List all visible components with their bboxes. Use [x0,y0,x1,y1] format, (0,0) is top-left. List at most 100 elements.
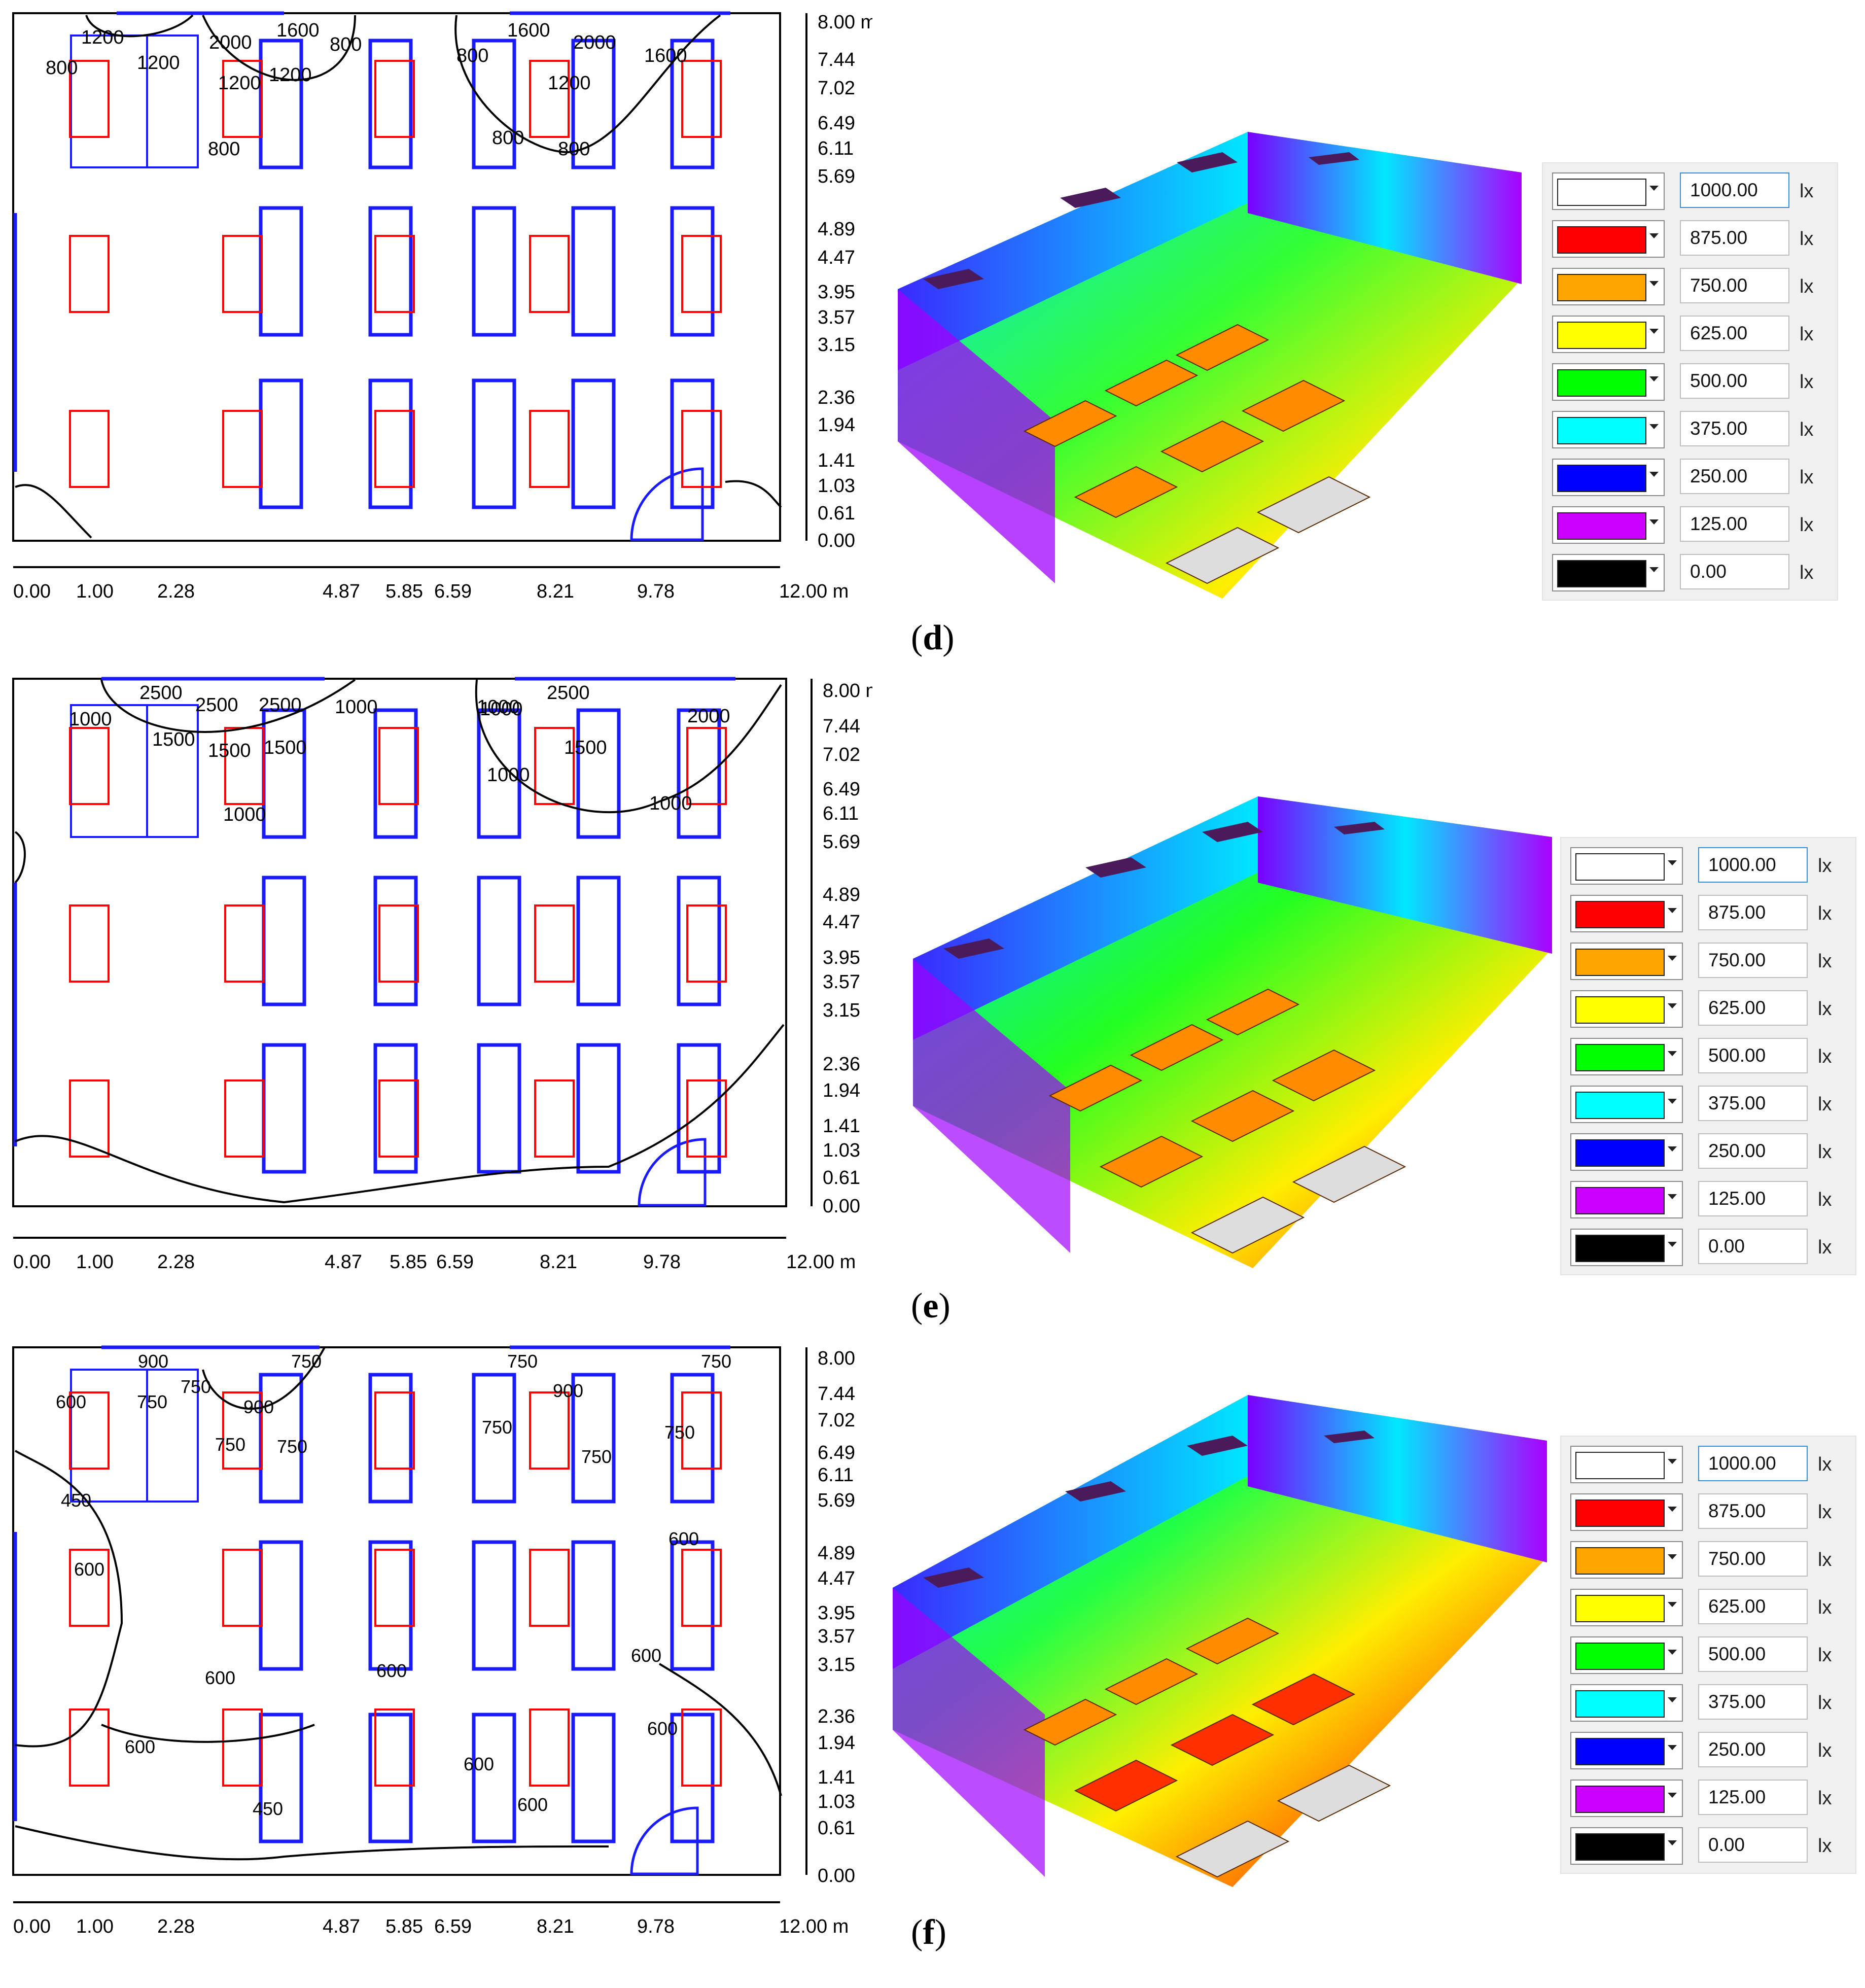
lux-value-input[interactable]: 875.00 [1680,220,1789,256]
unit-label: lx [1818,855,1832,877]
contour-label: 750 [664,1422,695,1443]
x-tick-label: 2.28 [157,1916,195,1937]
legend-row: 625.00 lx [1570,990,1844,1030]
x-tick-label: 9.78 [637,581,675,602]
color-picker[interactable] [1570,847,1683,885]
color-picker[interactable] [1552,411,1665,448]
lux-value-input[interactable]: 0.00 [1680,554,1789,589]
color-picker[interactable] [1570,1732,1683,1769]
color-picker[interactable] [1570,1589,1683,1626]
lux-value-input[interactable]: 875.00 [1698,895,1808,930]
color-picker[interactable] [1570,1636,1683,1674]
chevron-down-icon [1649,376,1659,381]
color-picker[interactable] [1570,1827,1683,1865]
lux-value-input[interactable]: 250.00 [1680,459,1789,494]
lux-value-input[interactable]: 875.00 [1698,1493,1808,1529]
lux-value-input[interactable]: 625.00 [1698,990,1808,1026]
legend-row: 875.00 lx [1570,895,1844,934]
color-picker[interactable] [1570,1038,1683,1075]
color-picker[interactable] [1570,1541,1683,1579]
color-picker[interactable] [1552,172,1665,210]
lux-value-input[interactable]: 750.00 [1698,943,1808,978]
x-tick-label: 2.28 [157,1251,195,1273]
lux-value-input[interactable]: 500.00 [1680,363,1789,399]
color-picker[interactable] [1570,1493,1683,1531]
panel-caption: (d) [911,618,955,657]
lux-value-input[interactable]: 1000.00 [1680,172,1789,208]
contour-label: 600 [668,1528,699,1549]
lux-legend: 1000.00 lx 875.00 lx 750.00 lx 625.00 lx 500… [1542,162,1838,601]
chevron-down-icon [1649,519,1659,525]
lux-value-input[interactable]: 625.00 [1698,1589,1808,1624]
color-picker[interactable] [1570,990,1683,1028]
lux-value-input[interactable]: 0.00 [1698,1827,1808,1863]
isolux-contours [15,14,782,539]
color-swatch [1575,901,1665,928]
color-picker[interactable] [1570,1684,1683,1722]
lux-value-input[interactable]: 125.00 [1698,1780,1808,1815]
color-picker[interactable] [1552,554,1665,591]
legend-row: 875.00 lx [1552,220,1826,260]
color-picker[interactable] [1570,1181,1683,1218]
unit-label: lx [1818,1788,1832,1809]
contour-label: 600 [517,1794,548,1815]
color-picker[interactable] [1552,363,1665,401]
y-tick-label: 1.03 [818,1791,855,1812]
x-tick-label: 6.59 [436,1251,474,1273]
contour-label: 750 [291,1351,322,1372]
color-picker[interactable] [1552,316,1665,353]
contour-label: 1200 [218,73,261,94]
contour-label: 1500 [264,737,307,758]
y-tick-label: 3.15 [818,334,855,356]
y-tick-label: 1.41 [823,1115,860,1137]
lux-value-input[interactable]: 125.00 [1698,1181,1808,1216]
color-picker[interactable] [1552,506,1665,544]
legend-row: 375.00 lx [1570,1684,1844,1724]
lux-value-input[interactable]: 500.00 [1698,1038,1808,1073]
color-swatch [1557,465,1646,492]
x-tick-label: 1.00 [76,581,114,602]
color-picker[interactable] [1570,1229,1683,1266]
lux-value-input[interactable]: 750.00 [1698,1541,1808,1577]
lux-value-input[interactable]: 0.00 [1698,1229,1808,1264]
color-picker[interactable] [1570,1086,1683,1123]
color-swatch [1575,1499,1665,1527]
legend-row: 375.00 lx [1552,411,1826,450]
color-picker[interactable] [1570,1780,1683,1817]
lux-value-input[interactable]: 375.00 [1698,1684,1808,1720]
color-picker[interactable] [1570,943,1683,980]
lux-value-input[interactable]: 750.00 [1680,268,1789,303]
chevron-down-icon [1649,567,1659,572]
color-picker[interactable] [1570,895,1683,932]
color-picker[interactable] [1552,268,1665,305]
lux-value-input[interactable]: 250.00 [1698,1732,1808,1767]
color-picker[interactable] [1552,220,1665,258]
lux-value-input[interactable]: 375.00 [1698,1086,1808,1121]
y-tick-label: 1.94 [818,1732,855,1754]
color-picker[interactable] [1570,1133,1683,1171]
lux-value-input[interactable]: 375.00 [1680,411,1789,446]
lux-value-input[interactable]: 625.00 [1680,316,1789,351]
legend-row: 1000.00 lx [1552,172,1826,212]
lux-value-input[interactable]: 1000.00 [1698,847,1808,883]
chevron-down-icon [1668,956,1677,961]
contour-label: 1600 [276,20,320,41]
plan-frame [12,12,781,542]
lux-value-input[interactable]: 1000.00 [1698,1446,1808,1481]
lux-value-input[interactable]: 500.00 [1698,1636,1808,1672]
color-swatch [1557,226,1646,254]
lux-legend: 1000.00 lx 875.00 lx 750.00 lx 625.00 lx 500… [1560,837,1856,1275]
unit-label: lx [1800,514,1814,536]
lux-value-input[interactable]: 125.00 [1680,506,1789,542]
color-picker[interactable] [1552,459,1665,496]
unit-label: lx [1818,1141,1832,1163]
isolux-contours [15,1347,782,1861]
y-tick-label: 2.36 [818,387,855,408]
legend-row: 250.00 lx [1552,459,1826,498]
color-picker[interactable] [1570,1446,1683,1483]
lux-value-input[interactable]: 250.00 [1698,1133,1808,1169]
contour-label: 750 [215,1434,245,1455]
legend-row: 0.00 lx [1570,1229,1844,1268]
chevron-down-icon [1649,233,1659,238]
chevron-down-icon [1668,1554,1677,1559]
